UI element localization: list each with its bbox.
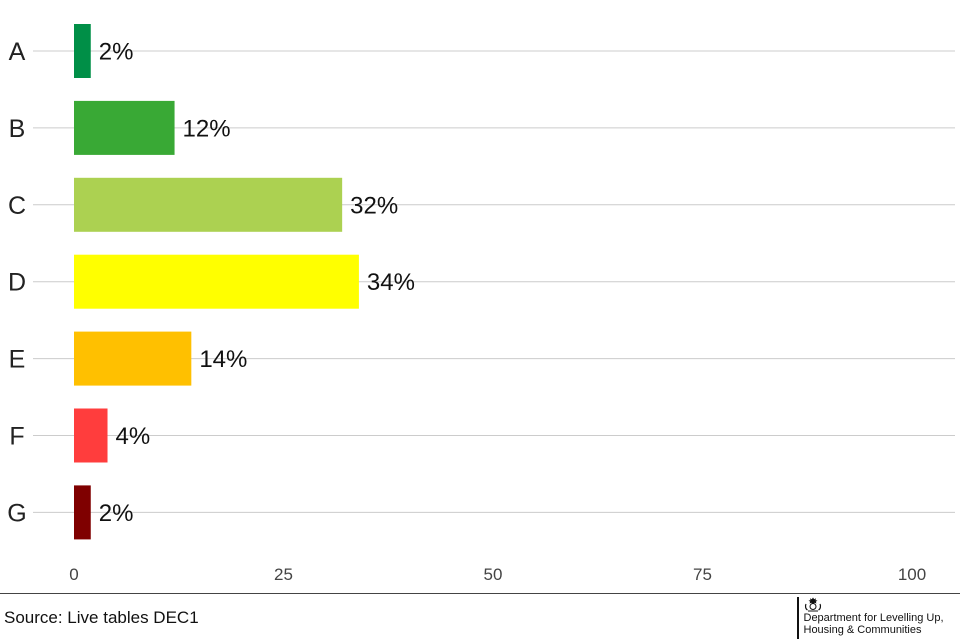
value-axis: 0 25 50 75 100 — [69, 565, 926, 584]
bar-e — [74, 331, 192, 386]
category-label-f: F — [9, 423, 24, 451]
footer-divider — [0, 593, 960, 594]
data-label-c: 32% — [350, 192, 398, 219]
bar-f — [74, 408, 108, 463]
bar-a — [74, 24, 91, 78]
x-tick-label: 25 — [274, 565, 293, 584]
x-tick-label: 100 — [898, 565, 926, 584]
category-axis: A B C D E F G — [7, 38, 26, 527]
bar-d — [74, 254, 359, 309]
bar-chart: 2% 12% 32% 34% 14% 4% 2% A B C D E F G 0 25 50 75 100 — [7, 24, 955, 584]
category-label-c: C — [8, 192, 26, 220]
category-label-a: A — [9, 38, 26, 66]
category-label-d: D — [8, 269, 26, 297]
category-label-g: G — [7, 499, 26, 527]
data-label-e: 14% — [199, 346, 247, 373]
category-label-e: E — [9, 346, 26, 374]
source-note: Source: Live tables DEC1 — [4, 608, 199, 627]
data-label-g: 2% — [99, 500, 134, 527]
data-label-f: 4% — [116, 423, 151, 450]
royal-crest-icon — [804, 597, 821, 612]
bars — [74, 24, 359, 540]
department-name-line-2: Housing & Communities — [803, 624, 922, 636]
bar-b — [74, 100, 175, 155]
bar-c — [74, 177, 343, 232]
category-label-b: B — [9, 115, 26, 143]
data-labels: 2% 12% 32% 34% 14% 4% 2% — [99, 39, 415, 527]
logo-rule — [797, 597, 799, 639]
department-name-line-1: Department for Levelling Up, — [803, 612, 944, 624]
x-tick-label: 50 — [484, 565, 503, 584]
data-label-d: 34% — [367, 269, 415, 296]
department-logo: Department for Levelling Up, Housing & C… — [797, 597, 944, 639]
x-tick-label: 0 — [69, 565, 78, 584]
data-label-b: 12% — [183, 115, 231, 142]
data-label-a: 2% — [99, 39, 134, 66]
bar-g — [74, 485, 91, 540]
x-tick-label: 75 — [693, 565, 712, 584]
